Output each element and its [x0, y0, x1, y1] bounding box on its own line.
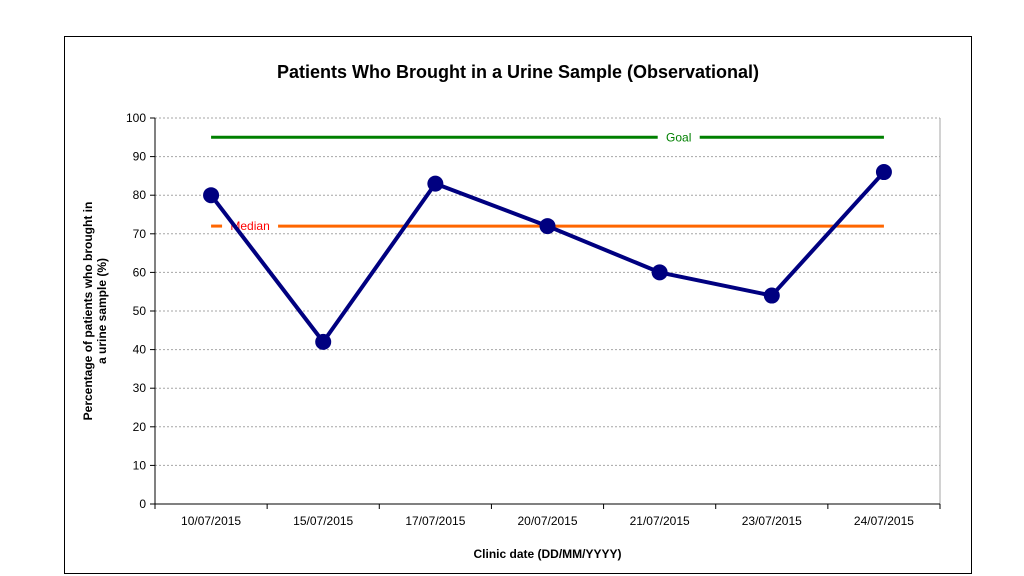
- y-tick-label: 30: [133, 381, 147, 395]
- chart-frame: [64, 36, 972, 574]
- x-tick-label: 24/07/2015: [854, 514, 914, 528]
- data-point: [315, 333, 332, 350]
- data-point: [203, 187, 220, 204]
- y-tick-label: 60: [133, 265, 147, 279]
- x-tick-label: 23/07/2015: [742, 514, 802, 528]
- x-axis-title: Clinic date (DD/MM/YYYY): [473, 547, 621, 561]
- x-tick-label: 20/07/2015: [517, 514, 577, 528]
- axes: [150, 117, 941, 509]
- chart-title: Patients Who Brought in a Urine Sample (…: [276, 62, 760, 82]
- y-tick-label: 80: [133, 188, 147, 202]
- x-tick-label: 17/07/2015: [405, 514, 465, 528]
- axis-labels: 0 10 20 30 40 50 60 70 80 90 100 10/07/2015 15/07/20…: [81, 111, 914, 561]
- median-label: Median: [230, 219, 269, 233]
- data-point: [763, 287, 780, 304]
- series-line: [209, 170, 886, 344]
- reference-lines: Goal Median: [211, 130, 884, 233]
- y-tick-label: 0: [139, 497, 146, 511]
- y-axis-title: Percentage of patients who brought ina u…: [81, 202, 109, 421]
- y-tick-label: 40: [133, 343, 147, 357]
- data-point: [651, 264, 668, 281]
- x-tick-label: 21/07/2015: [630, 514, 690, 528]
- data-point: [427, 175, 444, 192]
- data-series: [203, 164, 892, 350]
- gridlines: [155, 117, 941, 504]
- y-tick-label: 50: [133, 304, 147, 318]
- y-tick-label: 90: [133, 150, 147, 164]
- goal-label: Goal: [666, 130, 691, 144]
- y-tick-label: 70: [133, 227, 147, 241]
- y-tick-label: 100: [126, 111, 146, 125]
- y-tick-label: 10: [133, 458, 147, 472]
- data-point: [875, 164, 892, 181]
- x-tick-label: 10/07/2015: [181, 514, 241, 528]
- x-tick-label: 15/07/2015: [293, 514, 353, 528]
- data-point: [539, 218, 556, 235]
- y-tick-label: 20: [133, 420, 147, 434]
